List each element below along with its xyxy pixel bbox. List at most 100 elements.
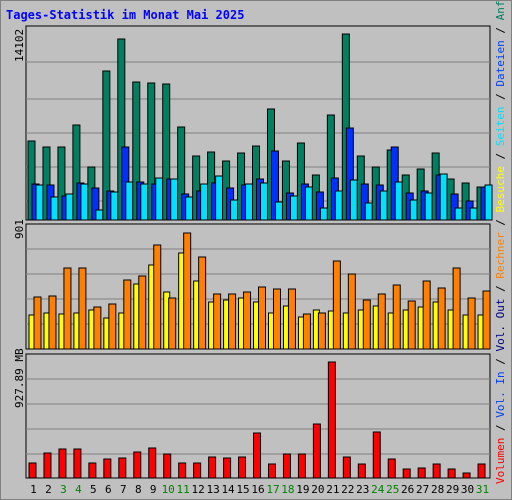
- bar-rechner-12: [198, 256, 207, 350]
- bar-seiten-1: [35, 184, 44, 221]
- bar-volumen-27: [417, 467, 426, 479]
- x-tick-label-13: 13: [206, 483, 219, 496]
- x-tick-label-25: 25: [386, 483, 399, 496]
- x-tick-label-7: 7: [120, 483, 127, 496]
- bar-seiten-31: [484, 184, 493, 221]
- bar-rechner-16: [258, 286, 267, 350]
- bar-rechner-15: [243, 291, 252, 350]
- x-tick-label-29: 29: [446, 483, 459, 496]
- bar-seiten-9: [155, 177, 164, 221]
- bar-rechner-10: [168, 297, 177, 350]
- x-tick-label-22: 22: [341, 483, 354, 496]
- bar-rechner-8: [138, 275, 147, 350]
- bar-seiten-30: [469, 207, 478, 221]
- x-tick-label-20: 20: [311, 483, 324, 496]
- bar-volumen-6: [103, 458, 112, 479]
- bar-seiten-12: [200, 183, 209, 221]
- bar-rechner-29: [452, 267, 461, 350]
- bar-volumen-5: [88, 462, 97, 479]
- bar-rechner-9: [153, 244, 162, 350]
- bar-rechner-2: [48, 295, 57, 350]
- bar-seiten-29: [454, 207, 463, 221]
- x-tick-label-19: 19: [296, 483, 309, 496]
- x-tick-label-23: 23: [356, 483, 369, 496]
- bar-rechner-7: [123, 279, 132, 350]
- bar-volumen-1: [28, 462, 37, 479]
- x-tick-label-24: 24: [371, 483, 385, 496]
- bar-seiten-3: [65, 193, 74, 221]
- bar-volumen-22: [342, 456, 351, 479]
- x-tick-label-16: 16: [251, 483, 264, 496]
- bar-seiten-28: [439, 173, 448, 221]
- bar-rechner-28: [437, 287, 446, 350]
- x-tick-label-8: 8: [135, 483, 142, 496]
- bar-seiten-10: [170, 178, 179, 221]
- bar-seiten-18: [289, 195, 298, 221]
- bar-volumen-18: [282, 453, 291, 479]
- bar-seiten-15: [245, 183, 254, 221]
- bar-volumen-8: [133, 451, 142, 479]
- bar-rechner-30: [467, 297, 476, 350]
- bar-volumen-28: [432, 463, 441, 479]
- x-tick-label-31: 31: [476, 483, 489, 496]
- bar-volumen-15: [238, 456, 247, 479]
- x-tick-label-1: 1: [30, 483, 37, 496]
- x-tick-label-11: 11: [177, 483, 190, 496]
- x-tick-label-15: 15: [236, 483, 249, 496]
- x-tick-label-2: 2: [45, 483, 52, 496]
- x-tick-label-14: 14: [221, 483, 235, 496]
- bar-rechner-13: [213, 293, 222, 350]
- bar-volumen-2: [43, 452, 52, 479]
- bar-seiten-23: [364, 202, 373, 221]
- x-tick-label-26: 26: [401, 483, 414, 496]
- bar-volumen-4: [73, 448, 82, 479]
- bar-rechner-11: [183, 232, 192, 350]
- bar-volumen-25: [387, 458, 396, 479]
- bar-volumen-26: [402, 468, 411, 479]
- bar-volumen-24: [372, 431, 381, 479]
- bar-rechner-6: [108, 303, 117, 350]
- bar-seiten-14: [230, 199, 239, 221]
- chart-title: Tages-Statistik im Monat Mai 2025: [6, 8, 245, 22]
- bar-rechner-20: [317, 312, 326, 350]
- bar-volumen-17: [267, 463, 276, 479]
- x-tick-label-21: 21: [326, 483, 339, 496]
- x-tick-label-18: 18: [281, 483, 294, 496]
- bar-volumen-14: [223, 457, 232, 479]
- bar-seiten-8: [140, 183, 149, 221]
- bar-seiten-19: [304, 186, 313, 221]
- bar-rechner-27: [422, 280, 431, 350]
- bar-volumen-19: [297, 453, 306, 479]
- bar-seiten-25: [394, 181, 403, 221]
- bar-seiten-20: [319, 207, 328, 221]
- bar-seiten-7: [125, 181, 134, 221]
- bar-volumen-10: [163, 453, 172, 479]
- bar-seiten-27: [424, 192, 433, 221]
- bar-seiten-5: [95, 209, 104, 221]
- bar-seiten-26: [409, 199, 418, 221]
- bar-volumen-29: [447, 468, 456, 479]
- bar-volumen-30: [462, 472, 471, 479]
- bar-rechner-19: [302, 313, 311, 350]
- bar-rechner-5: [93, 306, 102, 350]
- bar-seiten-4: [80, 183, 89, 221]
- bar-rechner-14: [228, 293, 237, 350]
- bar-rechner-22: [347, 273, 356, 350]
- x-tick-label-30: 30: [461, 483, 474, 496]
- x-tick-label-12: 12: [192, 483, 205, 496]
- bar-seiten-24: [379, 190, 388, 221]
- x-tick-label-17: 17: [266, 483, 279, 496]
- bar-volumen-20: [312, 423, 321, 479]
- bar-volumen-3: [58, 448, 67, 479]
- x-tick-label-27: 27: [416, 483, 429, 496]
- bar-rechner-26: [407, 300, 416, 350]
- bar-rechner-3: [63, 267, 72, 350]
- bar-seiten-21: [334, 190, 343, 221]
- bar-seiten-13: [215, 175, 224, 221]
- bar-rechner-1: [33, 296, 42, 350]
- x-tick-label-3: 3: [60, 483, 67, 496]
- bar-seiten-17: [274, 201, 283, 221]
- bar-seiten-11: [185, 196, 194, 221]
- bar-volumen-16: [253, 432, 262, 479]
